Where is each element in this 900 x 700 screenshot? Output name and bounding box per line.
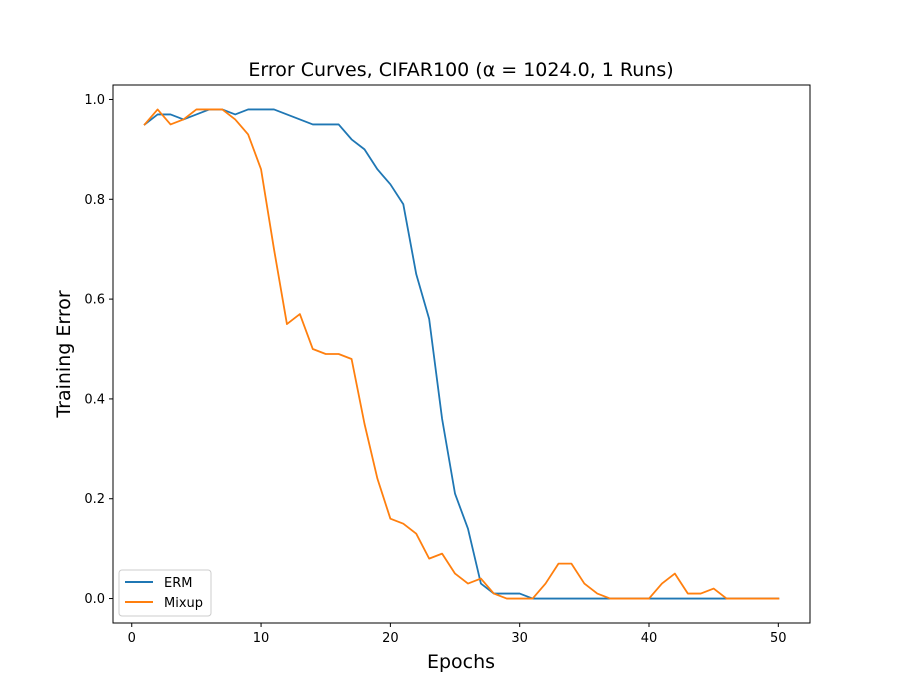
x-tick-label: 40 (641, 631, 658, 646)
legend-label-mixup: Mixup (164, 596, 203, 611)
y-axis: 0.0 0.2 0.4 0.6 0.8 1.0 (84, 93, 113, 607)
series-line-mixup (143, 108, 780, 600)
y-axis-label: Training Error (53, 290, 75, 419)
x-tick-label: 50 (770, 631, 787, 646)
x-axis-label: Epochs (427, 651, 495, 673)
x-axis: 0 10 20 30 40 50 (128, 623, 787, 646)
x-tick-label: 10 (253, 631, 270, 646)
legend-label-erm: ERM (164, 576, 192, 591)
series-line-erm (143, 108, 780, 600)
chart-title: Error Curves, CIFAR100 (α = 1024.0, 1 Ru… (248, 59, 673, 81)
x-tick-label: 0 (128, 631, 136, 646)
y-tick-label: 0.2 (84, 492, 105, 507)
y-tick-label: 0.6 (84, 293, 105, 308)
y-tick-label: 0.8 (84, 193, 105, 208)
y-tick-label: 1.0 (84, 93, 105, 108)
y-tick-label: 0.4 (84, 392, 105, 407)
legend: ERM Mixup (118, 569, 212, 617)
series-layer (143, 108, 780, 600)
x-tick-label: 20 (382, 631, 399, 646)
y-tick-label: 0.0 (84, 592, 105, 607)
x-tick-label: 30 (511, 631, 528, 646)
plot-frame (112, 84, 811, 624)
plot-area (112, 84, 811, 624)
